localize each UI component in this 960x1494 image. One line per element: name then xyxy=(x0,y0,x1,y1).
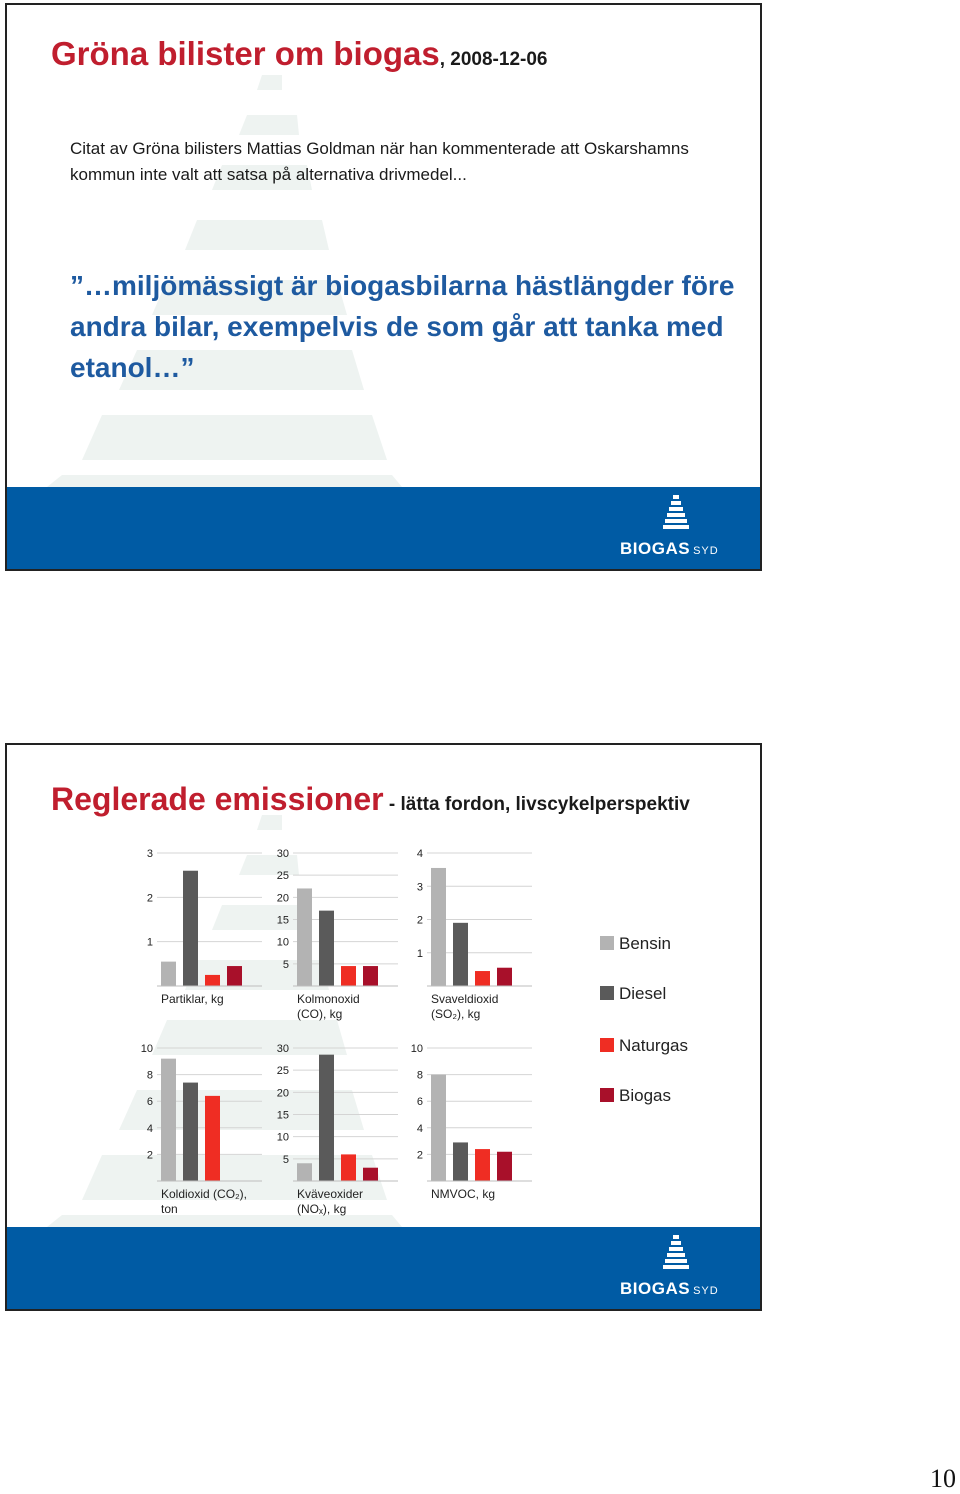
legend-label-diesel: Diesel xyxy=(619,984,666,1003)
y-tick-label: 3 xyxy=(417,881,423,893)
logo-word: BIOGAS xyxy=(620,1279,691,1298)
y-tick-label: 20 xyxy=(277,1087,289,1099)
title-main: Reglerade emissioner xyxy=(51,781,384,817)
y-tick-label: 15 xyxy=(277,915,289,927)
slide-2: Reglerade emissioner - lätta fordon, liv… xyxy=(5,743,762,1311)
chart-3: 1 2 3 4 Svaveldioxid (SO₂), kg xyxy=(417,848,532,1021)
logo-sub: SYD xyxy=(693,1285,719,1297)
bar-biogas xyxy=(363,1167,378,1181)
chart-title: Kolmonoxid (CO), kg xyxy=(297,992,360,1021)
y-tick-label: 30 xyxy=(277,848,289,860)
bar-naturgas xyxy=(341,966,356,986)
bar-bensin xyxy=(297,888,312,986)
legend-swatch-biogas xyxy=(600,1088,614,1102)
chart-title: NMVOC, kg xyxy=(431,1187,495,1201)
bar-biogas xyxy=(363,966,378,986)
legend-label-naturgas: Naturgas xyxy=(619,1036,688,1055)
logo-a-icon xyxy=(663,1235,689,1269)
bar-diesel xyxy=(183,870,198,986)
bar-diesel xyxy=(319,1054,334,1181)
chart-1: 1 2 3 Partiklar, kg xyxy=(147,848,262,1006)
slide-title: Gröna bilister om biogas, 2008-12-06 xyxy=(51,35,547,73)
y-tick-label: 30 xyxy=(277,1043,289,1055)
bar-naturgas xyxy=(205,974,220,986)
footer-bar: BIOGAS SYD xyxy=(7,1227,760,1309)
legend-label-biogas: Biogas xyxy=(619,1086,671,1105)
y-tick-label: 10 xyxy=(141,1043,153,1055)
y-tick-label: 10 xyxy=(411,1043,423,1055)
chart-title: Partiklar, kg xyxy=(161,992,224,1006)
y-tick-label: 1 xyxy=(147,937,153,949)
chart-title: Svaveldioxid (SO₂), kg xyxy=(431,992,498,1021)
biogas-syd-logo: BIOGAS SYD xyxy=(620,495,740,563)
chart-4: 2 4 6 8 10 Koldioxid (CO₂), ton xyxy=(141,1043,262,1216)
bar-naturgas xyxy=(341,1154,356,1181)
title-main: Gröna bilister om biogas xyxy=(51,35,440,72)
bar-diesel xyxy=(183,1082,198,1181)
y-tick-label: 6 xyxy=(147,1096,153,1108)
y-tick-label: 6 xyxy=(417,1096,423,1108)
bar-bensin xyxy=(297,1163,312,1181)
y-tick-label: 2 xyxy=(147,1149,153,1161)
bar-diesel xyxy=(453,922,468,986)
page-number: 10 xyxy=(930,1464,956,1493)
y-tick-label: 5 xyxy=(283,959,289,971)
y-tick-label: 10 xyxy=(277,937,289,949)
y-tick-label: 8 xyxy=(417,1070,423,1082)
logo-a-icon xyxy=(663,495,689,529)
y-tick-label: 4 xyxy=(147,1123,153,1135)
bar-naturgas xyxy=(475,1149,490,1181)
y-tick-label: 3 xyxy=(147,848,153,860)
bar-naturgas xyxy=(475,971,490,986)
y-tick-label: 20 xyxy=(277,892,289,904)
bar-biogas xyxy=(227,966,242,986)
legend-swatch-diesel xyxy=(600,986,614,1000)
biogas-syd-logo: BIOGAS SYD xyxy=(620,1235,740,1303)
slide-1: Gröna bilister om biogas, 2008-12-06 Cit… xyxy=(5,3,762,571)
legend-swatch-bensin xyxy=(600,936,614,950)
y-tick-label: 2 xyxy=(147,892,153,904)
legend-swatch-naturgas xyxy=(600,1038,614,1052)
y-tick-label: 4 xyxy=(417,1123,423,1135)
bar-biogas xyxy=(497,967,512,986)
y-tick-label: 5 xyxy=(283,1154,289,1166)
bar-naturgas xyxy=(205,1095,220,1181)
bar-diesel xyxy=(453,1142,468,1181)
y-tick-label: 2 xyxy=(417,915,423,927)
chart-6: 2 4 6 8 10 NMVOC, kg xyxy=(411,1043,532,1201)
footer-bar: BIOGAS SYD xyxy=(7,487,760,569)
chart-title: Kväveoxider (NOₓ), kg xyxy=(297,1187,363,1216)
y-tick-label: 25 xyxy=(277,1065,289,1077)
bar-bensin xyxy=(161,961,176,986)
bar-bensin xyxy=(431,1074,446,1181)
title-subtitle: - lätta fordon, livscykelperspektiv xyxy=(383,794,690,815)
bar-bensin xyxy=(431,867,446,986)
y-tick-label: 15 xyxy=(277,1110,289,1122)
title-date: , 2008-12-06 xyxy=(439,49,548,70)
slide-title: Reglerade emissioner - lätta fordon, liv… xyxy=(51,781,690,818)
chart-title: Koldioxid (CO₂), ton xyxy=(161,1187,247,1216)
y-tick-label: 8 xyxy=(147,1070,153,1082)
y-tick-label: 4 xyxy=(417,848,423,860)
intro-text: Citat av Gröna bilisters Mattias Goldman… xyxy=(70,139,689,184)
bar-biogas xyxy=(497,1151,512,1181)
logo-sub: SYD xyxy=(693,545,719,557)
y-tick-label: 10 xyxy=(277,1132,289,1144)
y-tick-label: 25 xyxy=(277,870,289,882)
chart-5: 5 10 15 20 25 30 Kväveoxider (NOₓ), kg xyxy=(277,1043,398,1216)
y-tick-label: 2 xyxy=(417,1149,423,1161)
quote-text: ”…miljömässigt är biogasbilarna hästläng… xyxy=(70,270,735,383)
legend-label-bensin: Bensin xyxy=(619,934,671,953)
chart-2: 5 10 15 20 25 30 Kolmonoxid (CO), kg xyxy=(277,848,398,1021)
y-tick-label: 1 xyxy=(417,948,423,960)
bar-bensin xyxy=(161,1058,176,1181)
logo-word: BIOGAS xyxy=(620,539,691,558)
bar-diesel xyxy=(319,910,334,986)
legend: Bensin Diesel Naturgas Biogas xyxy=(600,934,688,1105)
